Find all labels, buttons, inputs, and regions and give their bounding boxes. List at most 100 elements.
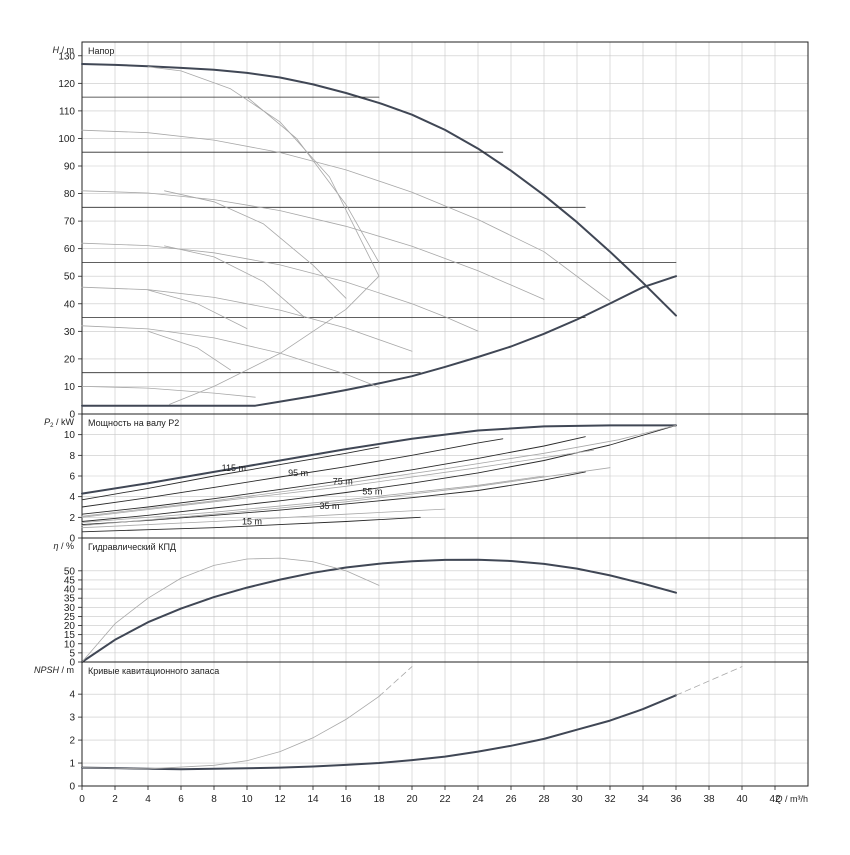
y-axis-label: η / % (53, 541, 74, 551)
series-curve-12 (81, 325, 380, 388)
y-tick-label: 5 (69, 648, 75, 659)
y-tick-label: 40 (64, 299, 76, 310)
y-tick-label: 20 (64, 621, 76, 632)
series-curve-13 (81, 385, 256, 398)
y-tick-label: 20 (64, 354, 76, 365)
series-thin-11 (81, 508, 446, 529)
x-tick-label: 42 (769, 794, 781, 805)
series-thin-10 (81, 467, 611, 526)
y-tick-label: 8 (69, 451, 75, 462)
x-tick-label: 14 (307, 794, 319, 805)
y-tick-label: 10 (64, 382, 76, 393)
panel-title: Напор (88, 46, 114, 56)
series-curve-9 (81, 190, 545, 300)
series-thin-8 (81, 449, 594, 518)
y-tick-label: 100 (58, 134, 75, 145)
y-tick-label: 45 (64, 575, 76, 586)
series-thin-9 (81, 475, 545, 523)
y-axis-label: NPSH / m (34, 665, 74, 675)
y-tick-label: 90 (64, 162, 76, 173)
series-thin-1 (81, 696, 380, 770)
panel-head: 0 10 20 30 40 50 60 70 80 90 100 110 120 130 Напор H / … (53, 41, 809, 421)
x-tick-label: 0 (79, 794, 85, 805)
series-envelope-1 (81, 275, 677, 407)
y-tick-label: 30 (64, 603, 76, 614)
x-axis-label: Q / m³/h (775, 794, 808, 804)
x-tick-label: 34 (637, 794, 649, 805)
curve-label: 35 m (319, 501, 339, 511)
x-axis: 0 2 4 6 8 10 12 14 16 18 20 22 24 26 28 30 32 34 36 38 40 42Q… (79, 786, 808, 805)
y-tick-label: 4 (69, 690, 75, 701)
x-tick-label: 26 (505, 794, 517, 805)
series-group (81, 63, 677, 407)
series-envelope-0 (81, 63, 677, 317)
panel-title: Гидравлический КПД (88, 542, 176, 552)
x-tick-label: 12 (274, 794, 286, 805)
series-curve-17 (164, 245, 306, 319)
series-curve-14 (147, 66, 380, 277)
y-tick-label: 25 (64, 612, 76, 623)
y-tick-label: 10 (64, 430, 76, 441)
y-tick-label: 130 (58, 51, 75, 62)
series-dash-2 (378, 666, 413, 697)
panel-title: Мощность на валу P2 (88, 418, 179, 428)
y-tick-label: 4 (69, 492, 75, 503)
y-tick-label: 60 (64, 244, 76, 255)
series-curve-20 (168, 275, 380, 405)
x-tick-label: 32 (604, 794, 616, 805)
y-tick-label: 70 (64, 217, 76, 228)
series-group (81, 424, 677, 533)
y-tick-label: 35 (64, 594, 76, 605)
panel-npsh: 0 1 2 3 4 Кривые кавитационного запаса NPSH / … (34, 661, 809, 793)
x-tick-label: 36 (670, 794, 682, 805)
series-line-5 (81, 471, 586, 526)
x-tick-label: 10 (241, 794, 253, 805)
x-tick-label: 16 (340, 794, 352, 805)
y-tick-label: 50 (64, 566, 76, 577)
series-curve-10 (81, 242, 479, 332)
y-tick-label: 2 (69, 513, 75, 524)
series-curve-11 (81, 286, 413, 352)
series-thin-7 (81, 424, 677, 517)
y-tick-label: 30 (64, 327, 76, 338)
series-envelope-0 (81, 558, 677, 663)
y-tick-label: 2 (69, 736, 75, 747)
curve-label: 55 m (362, 487, 382, 497)
series-curve-18 (147, 289, 248, 330)
y-tick-label: 6 (69, 472, 75, 483)
x-tick-label: 18 (373, 794, 385, 805)
x-tick-label: 4 (145, 794, 151, 805)
series-line-6 (81, 516, 421, 533)
series-thin-1 (81, 557, 380, 663)
y-tick-label: 0 (69, 658, 75, 669)
panel-title: Кривые кавитационного запаса (88, 666, 219, 676)
y-tick-label: 0 (69, 534, 75, 545)
x-tick-label: 20 (406, 794, 418, 805)
y-tick-label: 10 (64, 639, 76, 650)
x-tick-label: 24 (472, 794, 484, 805)
x-tick-label: 6 (178, 794, 184, 805)
y-axis-label: H / m (53, 45, 75, 55)
y-tick-label: 120 (58, 79, 75, 90)
panel-power: 0 2 4 6 8 10 Мощность на валу P2 P2 / kW 115 m 95… (44, 413, 809, 545)
series-envelope-0 (81, 424, 677, 495)
y-tick-label: 0 (69, 410, 75, 421)
series-line-3 (81, 436, 586, 515)
y-tick-label: 50 (64, 272, 76, 283)
x-tick-label: 2 (112, 794, 118, 805)
curve-label: 75 m (333, 476, 353, 486)
y-tick-label: 0 (69, 782, 75, 793)
x-tick-label: 30 (571, 794, 583, 805)
series-envelope-0 (81, 694, 677, 771)
x-tick-label: 8 (211, 794, 217, 805)
x-tick-label: 22 (439, 794, 451, 805)
x-tick-label: 40 (736, 794, 748, 805)
series-line-1 (81, 446, 380, 501)
y-tick-label: 80 (64, 189, 76, 200)
series-group (81, 557, 677, 663)
curve-label: 115 m (222, 463, 246, 473)
y-tick-label: 3 (69, 713, 75, 724)
y-tick-label: 110 (59, 106, 75, 117)
